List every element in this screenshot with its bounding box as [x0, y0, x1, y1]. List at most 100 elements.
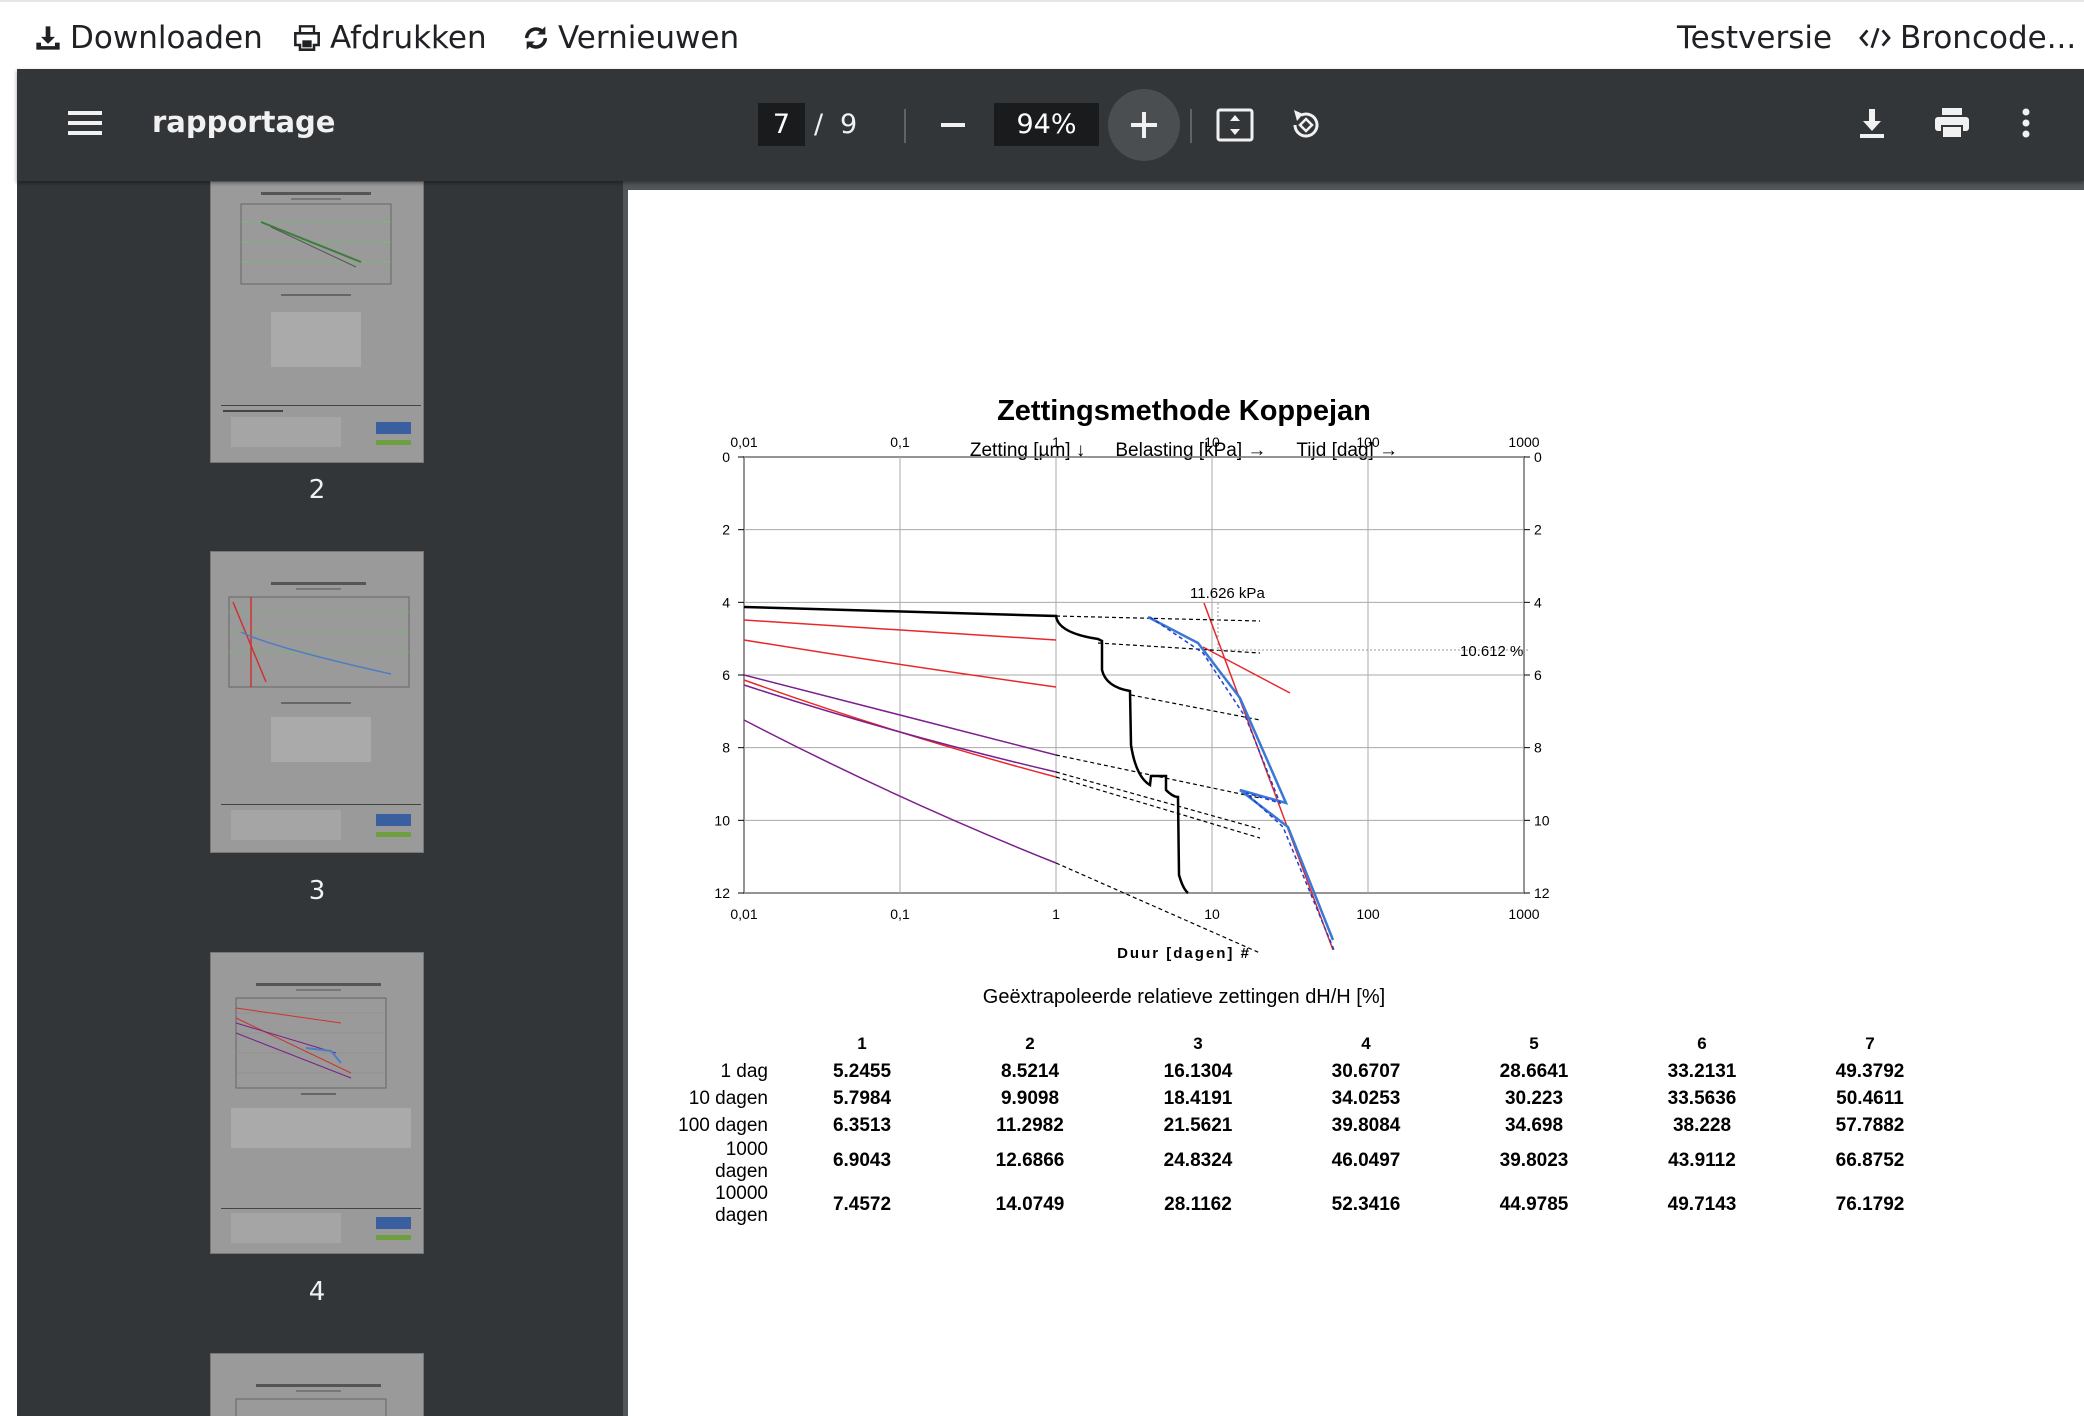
series-load-path-dashed [1149, 616, 1335, 951]
settlement-table: 1 2 3 4 5 6 7 1 dag 5.2455 8.5214 16.130… [668, 1030, 1954, 1227]
zoom-in-button[interactable] [1108, 89, 1180, 161]
table-row: 10000 dagen 7.4572 14.0749 28.1162 52.34… [668, 1183, 1954, 1227]
table-cell: 49.7143 [1667, 1194, 1737, 1215]
table-cell: 34.698 [1504, 1114, 1564, 1136]
chart-title: Zettingsmethode Koppejan [997, 395, 1371, 427]
print-link[interactable]: Afdrukken [292, 18, 487, 58]
row-label: 1 dag [720, 1060, 768, 1082]
page-thumbnail[interactable] [210, 1353, 424, 1416]
table-title: Geëxtrapoleerde relatieve zettingen dH/H… [982, 986, 1386, 1008]
table-column-header: 4 [1361, 1034, 1371, 1053]
y-tick-label-right: 10 [1534, 812, 1550, 828]
app-top-bar: Downloaden Afdrukken Vernieuwen Testvers… [0, 0, 2084, 69]
x-axis-label: Duur [dagen] # [1117, 945, 1251, 962]
menu-button[interactable] [67, 105, 103, 141]
fit-to-page-icon [1216, 108, 1254, 142]
legend-zetting: Zetting [µm] ↓ [969, 440, 1086, 461]
minus-icon [941, 123, 965, 127]
table-header-row: 1 2 3 4 5 6 7 [668, 1030, 1954, 1058]
table-cell: 21.5621 [1163, 1114, 1233, 1136]
table-cell: 11.2982 [996, 1114, 1064, 1136]
table-row: 10 dagen 5.7984 9.9098 18.4191 34.0253 3… [668, 1085, 1954, 1112]
print-button[interactable] [1932, 105, 1972, 141]
table-cell: 5.2455 [832, 1060, 892, 1082]
more-vert-icon [2022, 108, 2030, 138]
series-red-steep [1203, 602, 1334, 951]
y-tick-label-left: 6 [722, 667, 730, 683]
table-column-header: 1 [857, 1034, 867, 1053]
download-icon [36, 26, 60, 50]
extrapolation-lines [1055, 615, 1261, 954]
y-tick-label-right: 0 [1534, 449, 1542, 465]
table-cell: 76.1792 [1835, 1194, 1905, 1215]
download-icon [1860, 109, 1884, 138]
print-icon [294, 25, 320, 51]
y-tick-label-left: 0 [722, 449, 730, 465]
table-column-header: 2 [1025, 1034, 1035, 1053]
table-cell: 33.2131 [1667, 1060, 1737, 1082]
x-tick-label-top: 1000 [1508, 434, 1539, 450]
rotate-button[interactable] [1285, 104, 1327, 146]
test-version-label: Testversie [1677, 20, 1833, 56]
series-red-load [1202, 646, 1291, 694]
download-link[interactable]: Downloaden [34, 18, 263, 58]
legend-belasting: Belasting [kPa] → [1115, 440, 1267, 461]
thumbnail-page-label: 4 [308, 1277, 326, 1307]
annotation-load: 11.626 kPa [1190, 585, 1265, 602]
source-code-label: Broncode... [1900, 20, 2077, 56]
series-purple-1 [743, 674, 1057, 756]
document-page: Zettingsmethode Koppejan Zetting [µm] ↓ … [628, 190, 2084, 1416]
source-code-link[interactable]: Broncode... [1858, 18, 2076, 58]
page-number-input[interactable]: 7 [758, 103, 805, 146]
download-button[interactable] [1854, 105, 1890, 141]
page-thumbnail[interactable] [210, 181, 424, 463]
series-settlement-curve [743, 605, 1189, 894]
download-label: Downloaden [70, 20, 263, 56]
y-tick-label-right: 8 [1534, 740, 1542, 756]
zoom-input[interactable]: 94% [994, 103, 1099, 146]
y-tick-label-right: 12 [1534, 885, 1550, 901]
toolbar-divider [904, 109, 906, 143]
zoom-out-button[interactable] [935, 107, 971, 143]
refresh-icon [524, 26, 548, 50]
chart-legend: Zetting [µm] ↓ Belasting [kPa] → Tijd [d… [628, 440, 1740, 462]
thumbnail-preview [221, 983, 421, 1243]
thumbnail-preview [235, 1384, 387, 1416]
table-cell: 28.1162 [1164, 1194, 1232, 1215]
page-thumbnail[interactable] [210, 551, 424, 853]
table-column-header: 3 [1193, 1034, 1203, 1053]
toolbar-divider [1190, 109, 1192, 143]
table-cell: 52.3416 [1331, 1194, 1401, 1215]
series-load-path [1147, 615, 1335, 941]
pdf-toolbar: rapportage 7 / 9 94% [17, 69, 2084, 181]
hamburger-icon [68, 111, 102, 135]
y-tick-label-left: 12 [714, 885, 730, 901]
y-tick-label-left: 8 [722, 740, 730, 756]
thumbnail-page-label: 3 [308, 876, 326, 906]
more-options-button[interactable] [2014, 105, 2038, 141]
fit-page-button[interactable] [1215, 105, 1255, 145]
page-total: 9 [840, 109, 858, 140]
thumbnail-page-label: 2 [308, 475, 326, 505]
y-tick-label-left: 10 [714, 812, 730, 828]
y-tick-label-left: 2 [722, 522, 730, 538]
table-cell: 9.9098 [1000, 1087, 1060, 1109]
table-cell: 39.8023 [1499, 1150, 1569, 1171]
table-cell: 16.1304 [1163, 1060, 1233, 1082]
print-icon [1935, 108, 1969, 139]
page-separator: / [814, 109, 824, 140]
table-cell: 6.3513 [832, 1114, 892, 1136]
x-tick-label-bottom: 100 [1356, 906, 1380, 922]
plus-icon [1131, 112, 1157, 138]
test-version-link[interactable]: Testversie [1677, 18, 1832, 58]
table-cell: 57.7882 [1835, 1114, 1905, 1136]
table-cell: 7.4572 [832, 1194, 892, 1215]
refresh-label: Vernieuwen [558, 20, 740, 56]
page-thumbnail[interactable] [210, 952, 424, 1254]
table-cell: 34.0253 [1331, 1087, 1401, 1109]
table-cell: 43.9112 [1668, 1150, 1736, 1171]
refresh-link[interactable]: Vernieuwen [522, 18, 739, 58]
table-cell: 18.4191 [1163, 1087, 1233, 1109]
print-label: Afdrukken [330, 20, 487, 56]
